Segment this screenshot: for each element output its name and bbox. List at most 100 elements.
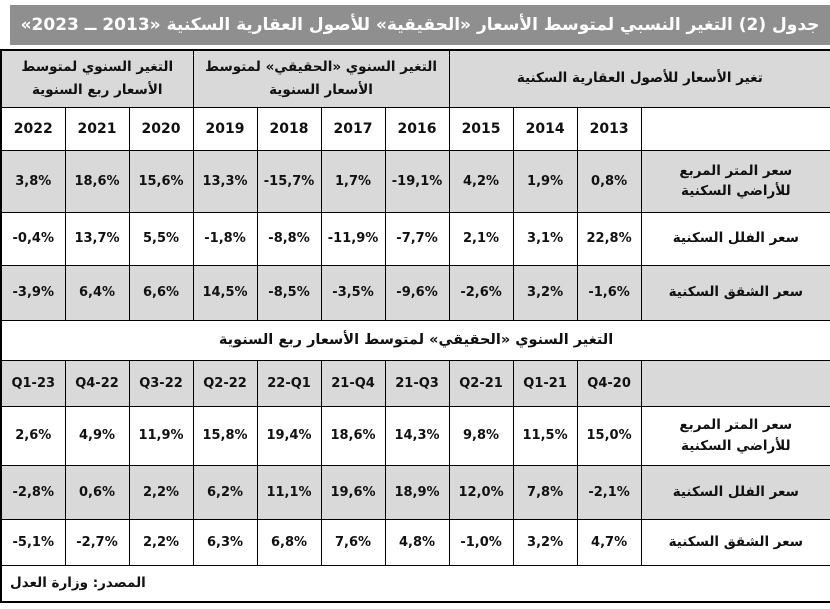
data-cell: 3,1% [512,211,578,266]
group-header-cell: تغير الأسعار للأصول العقارية السكنية [448,49,830,108]
row-label-cell: سعر الشقق السكنية [640,518,830,566]
row-label-cell: سعر الشقق السكنية [640,264,830,321]
data-cell: 6,4% [64,264,130,321]
data-cell: 15,8% [192,405,258,466]
data-cell: 11,1% [256,464,322,520]
quarter-header-cell: Q4-20 [576,359,642,407]
group-header-cell: التغير السنوي لمتوسط الأسعار ربع السنوية [0,49,194,108]
table-title-bar: جدول (2) التغير النسبي لمتوسط الأسعار «ا… [10,5,830,45]
quarter-header-cell: Q2-21 [448,359,514,407]
table-row-annual: سعر الفلل السكنية 22,8% 3,1% 2,1% -7,7% -11,9… [0,211,830,266]
data-cell: 18,6% [64,149,130,213]
data-cell: -19,1% [384,149,450,213]
data-cell: 3,2% [512,264,578,321]
table-row-annual: سعر المتر المربع للأراضي السكنية 0,8% 1,9%… [0,149,830,213]
quarterly-section-header: التغير السنوي «الحقيقي» لمتوسط الأسعار ر… [0,319,830,361]
source-note: المصدر: وزارة العدل [0,564,830,603]
data-cell: 4,8% [384,518,450,566]
data-cell: -0,4% [0,211,66,266]
data-cell: 7,8% [512,464,578,520]
data-cell: 18,6% [320,405,386,466]
data-cell: 0,8% [576,149,642,213]
year-header-row: 2013 2014 2015 2016 2017 2018 2019 2020 2021 2022 [0,106,830,151]
year-header-cell: 2018 [256,106,322,151]
group-header-cell: التغير السنوي «الحقيقي» لمتوسط الأسعار ا… [192,49,450,108]
data-cell: -11,9% [320,211,386,266]
quarterly-section-header-row: التغير السنوي «الحقيقي» لمتوسط الأسعار ر… [0,319,830,361]
quarter-header-cell: Q1-21 [512,359,578,407]
year-header-cell: 2020 [128,106,194,151]
row-label-cell: سعر الفلل السكنية [640,211,830,266]
data-cell: 2,2% [128,464,194,520]
data-cell: -9,6% [384,264,450,321]
quarter-header-cell: 21-Q3 [384,359,450,407]
data-cell: 15,0% [576,405,642,466]
data-cell: 0,6% [64,464,130,520]
year-header-cell: 2014 [512,106,578,151]
data-cell: -1,8% [192,211,258,266]
data-cell: 5,5% [128,211,194,266]
data-cell: 19,6% [320,464,386,520]
data-cell: 4,9% [64,405,130,466]
group-header-row: تغير الأسعار للأصول العقارية السكنية التغ… [0,49,830,108]
data-cell: 19,4% [256,405,322,466]
data-cell: 22,8% [576,211,642,266]
quarter-header-cell: 21-Q4 [320,359,386,407]
year-header-cell: 2015 [448,106,514,151]
year-header-cell: 2013 [576,106,642,151]
data-cell: -3,9% [0,264,66,321]
data-cell: 2,6% [0,405,66,466]
table-body: تغير الأسعار للأصول العقارية السكنية التغ… [0,49,830,603]
table-title: جدول (2) التغير النسبي لمتوسط الأسعار «ا… [20,15,820,35]
data-cell: -2,8% [0,464,66,520]
data-cell: 7,6% [320,518,386,566]
quarter-header-cell: Q2-22 [192,359,258,407]
table-row-annual: سعر الشقق السكنية -1,6% 3,2% -2,6% -9,6% -3,5… [0,264,830,321]
data-cell: 14,3% [384,405,450,466]
quarter-header-cell: 22-Q1 [256,359,322,407]
data-cell: 4,2% [448,149,514,213]
data-cell: 12,0% [448,464,514,520]
data-cell: -8,8% [256,211,322,266]
data-cell: -7,7% [384,211,450,266]
data-cell: -3,5% [320,264,386,321]
table-row-quarterly: سعر المتر المربع للأراضي السكنية 15,0% 11,… [0,405,830,466]
year-header-cell: 2021 [64,106,130,151]
row-label-cell: سعر الفلل السكنية [640,464,830,520]
row-label-cell: سعر المتر المربع للأراضي السكنية [640,405,830,466]
table-row-quarterly: سعر الفلل السكنية -2,1% 7,8% 12,0% 18,9% 19,6… [0,464,830,520]
data-cell: -1,6% [576,264,642,321]
quarter-header-cell: Q4-22 [64,359,130,407]
data-cell: -5,1% [0,518,66,566]
year-header-cell: 2019 [192,106,258,151]
data-cell: 3,2% [512,518,578,566]
data-cell: 9,8% [448,405,514,466]
quarter-header-cell: Q1-23 [0,359,66,407]
data-cell: 1,9% [512,149,578,213]
quarter-header-row: Q4-20 Q1-21 Q2-21 21-Q3 21-Q4 22-Q1 Q2-22 Q3-22… [0,359,830,407]
year-header-cell: 2022 [0,106,66,151]
data-cell: 14,5% [192,264,258,321]
data-cell: -8,5% [256,264,322,321]
row-label-cell: سعر المتر المربع للأراضي السكنية [640,149,830,213]
price-table: تغير الأسعار للأصول العقارية السكنية التغ… [0,49,830,603]
data-cell: 15,6% [128,149,194,213]
quarter-header-cell: Q3-22 [128,359,194,407]
table-row-quarterly: سعر الشقق السكنية 4,7% 3,2% -1,0% 4,8% 7,6% 6,… [0,518,830,566]
data-cell: 18,9% [384,464,450,520]
data-cell: 6,6% [128,264,194,321]
data-cell: 13,7% [64,211,130,266]
data-cell: 2,2% [128,518,194,566]
data-cell: 6,3% [192,518,258,566]
data-cell: 4,7% [576,518,642,566]
data-cell: -1,0% [448,518,514,566]
data-cell: -2,6% [448,264,514,321]
year-header-cell: 2016 [384,106,450,151]
data-cell: -2,1% [576,464,642,520]
empty-corner-cell [640,106,830,151]
year-header-cell: 2017 [320,106,386,151]
empty-corner-cell [640,359,830,407]
data-cell: -15,7% [256,149,322,213]
data-cell: 1,7% [320,149,386,213]
